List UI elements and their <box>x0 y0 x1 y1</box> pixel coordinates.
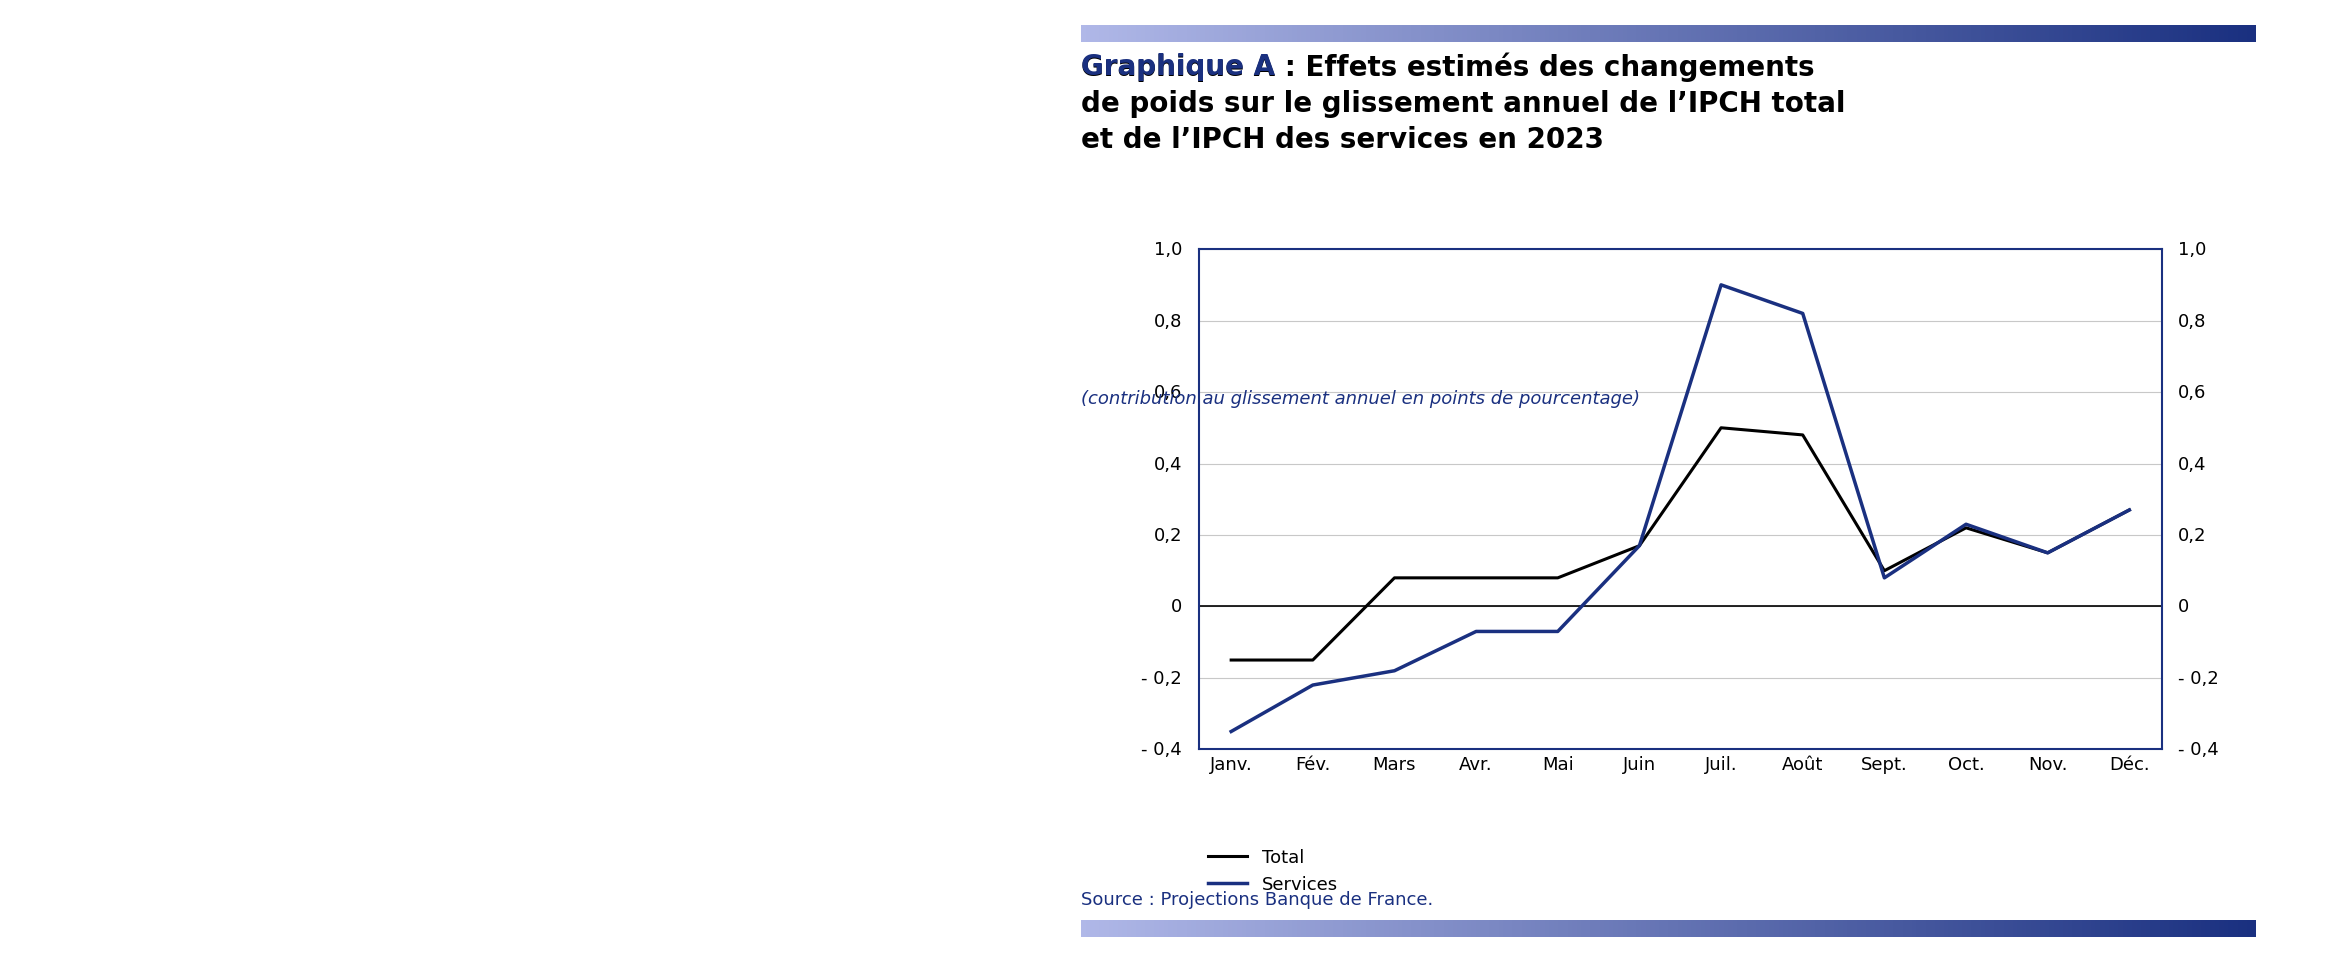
Text: 0,4: 0,4 <box>1154 456 1182 473</box>
Text: 0,2: 0,2 <box>2178 527 2207 544</box>
Text: 0,6: 0,6 <box>1154 383 1182 402</box>
Text: Source : Projections Banque de France.: Source : Projections Banque de France. <box>1081 890 1434 908</box>
Text: Graphique A: Graphique A <box>1081 53 1276 81</box>
Text: 0,6: 0,6 <box>2178 383 2207 402</box>
Text: 0,2: 0,2 <box>1154 527 1182 544</box>
Text: 0,8: 0,8 <box>2178 312 2207 331</box>
Legend: Total, Services: Total, Services <box>1208 849 1337 894</box>
Text: 1,0: 1,0 <box>2178 241 2207 259</box>
Text: - 0,4: - 0,4 <box>2178 741 2218 758</box>
Text: Graphique A : Effets estimés des changements
de poids sur le glissement annuel d: Graphique A : Effets estimés des changem… <box>1081 53 1845 154</box>
Text: 0: 0 <box>2178 598 2190 616</box>
Text: - 0,4: - 0,4 <box>1142 741 1182 758</box>
Text: 1,0: 1,0 <box>1154 241 1182 259</box>
Text: 0,4: 0,4 <box>2178 456 2207 473</box>
Text: - 0,2: - 0,2 <box>2178 669 2218 687</box>
Text: 0,8: 0,8 <box>1154 312 1182 331</box>
Text: (contribution au glissement annuel en points de pourcentage): (contribution au glissement annuel en po… <box>1081 389 1640 407</box>
Text: - 0,2: - 0,2 <box>1142 669 1182 687</box>
Text: 0: 0 <box>1170 598 1182 616</box>
